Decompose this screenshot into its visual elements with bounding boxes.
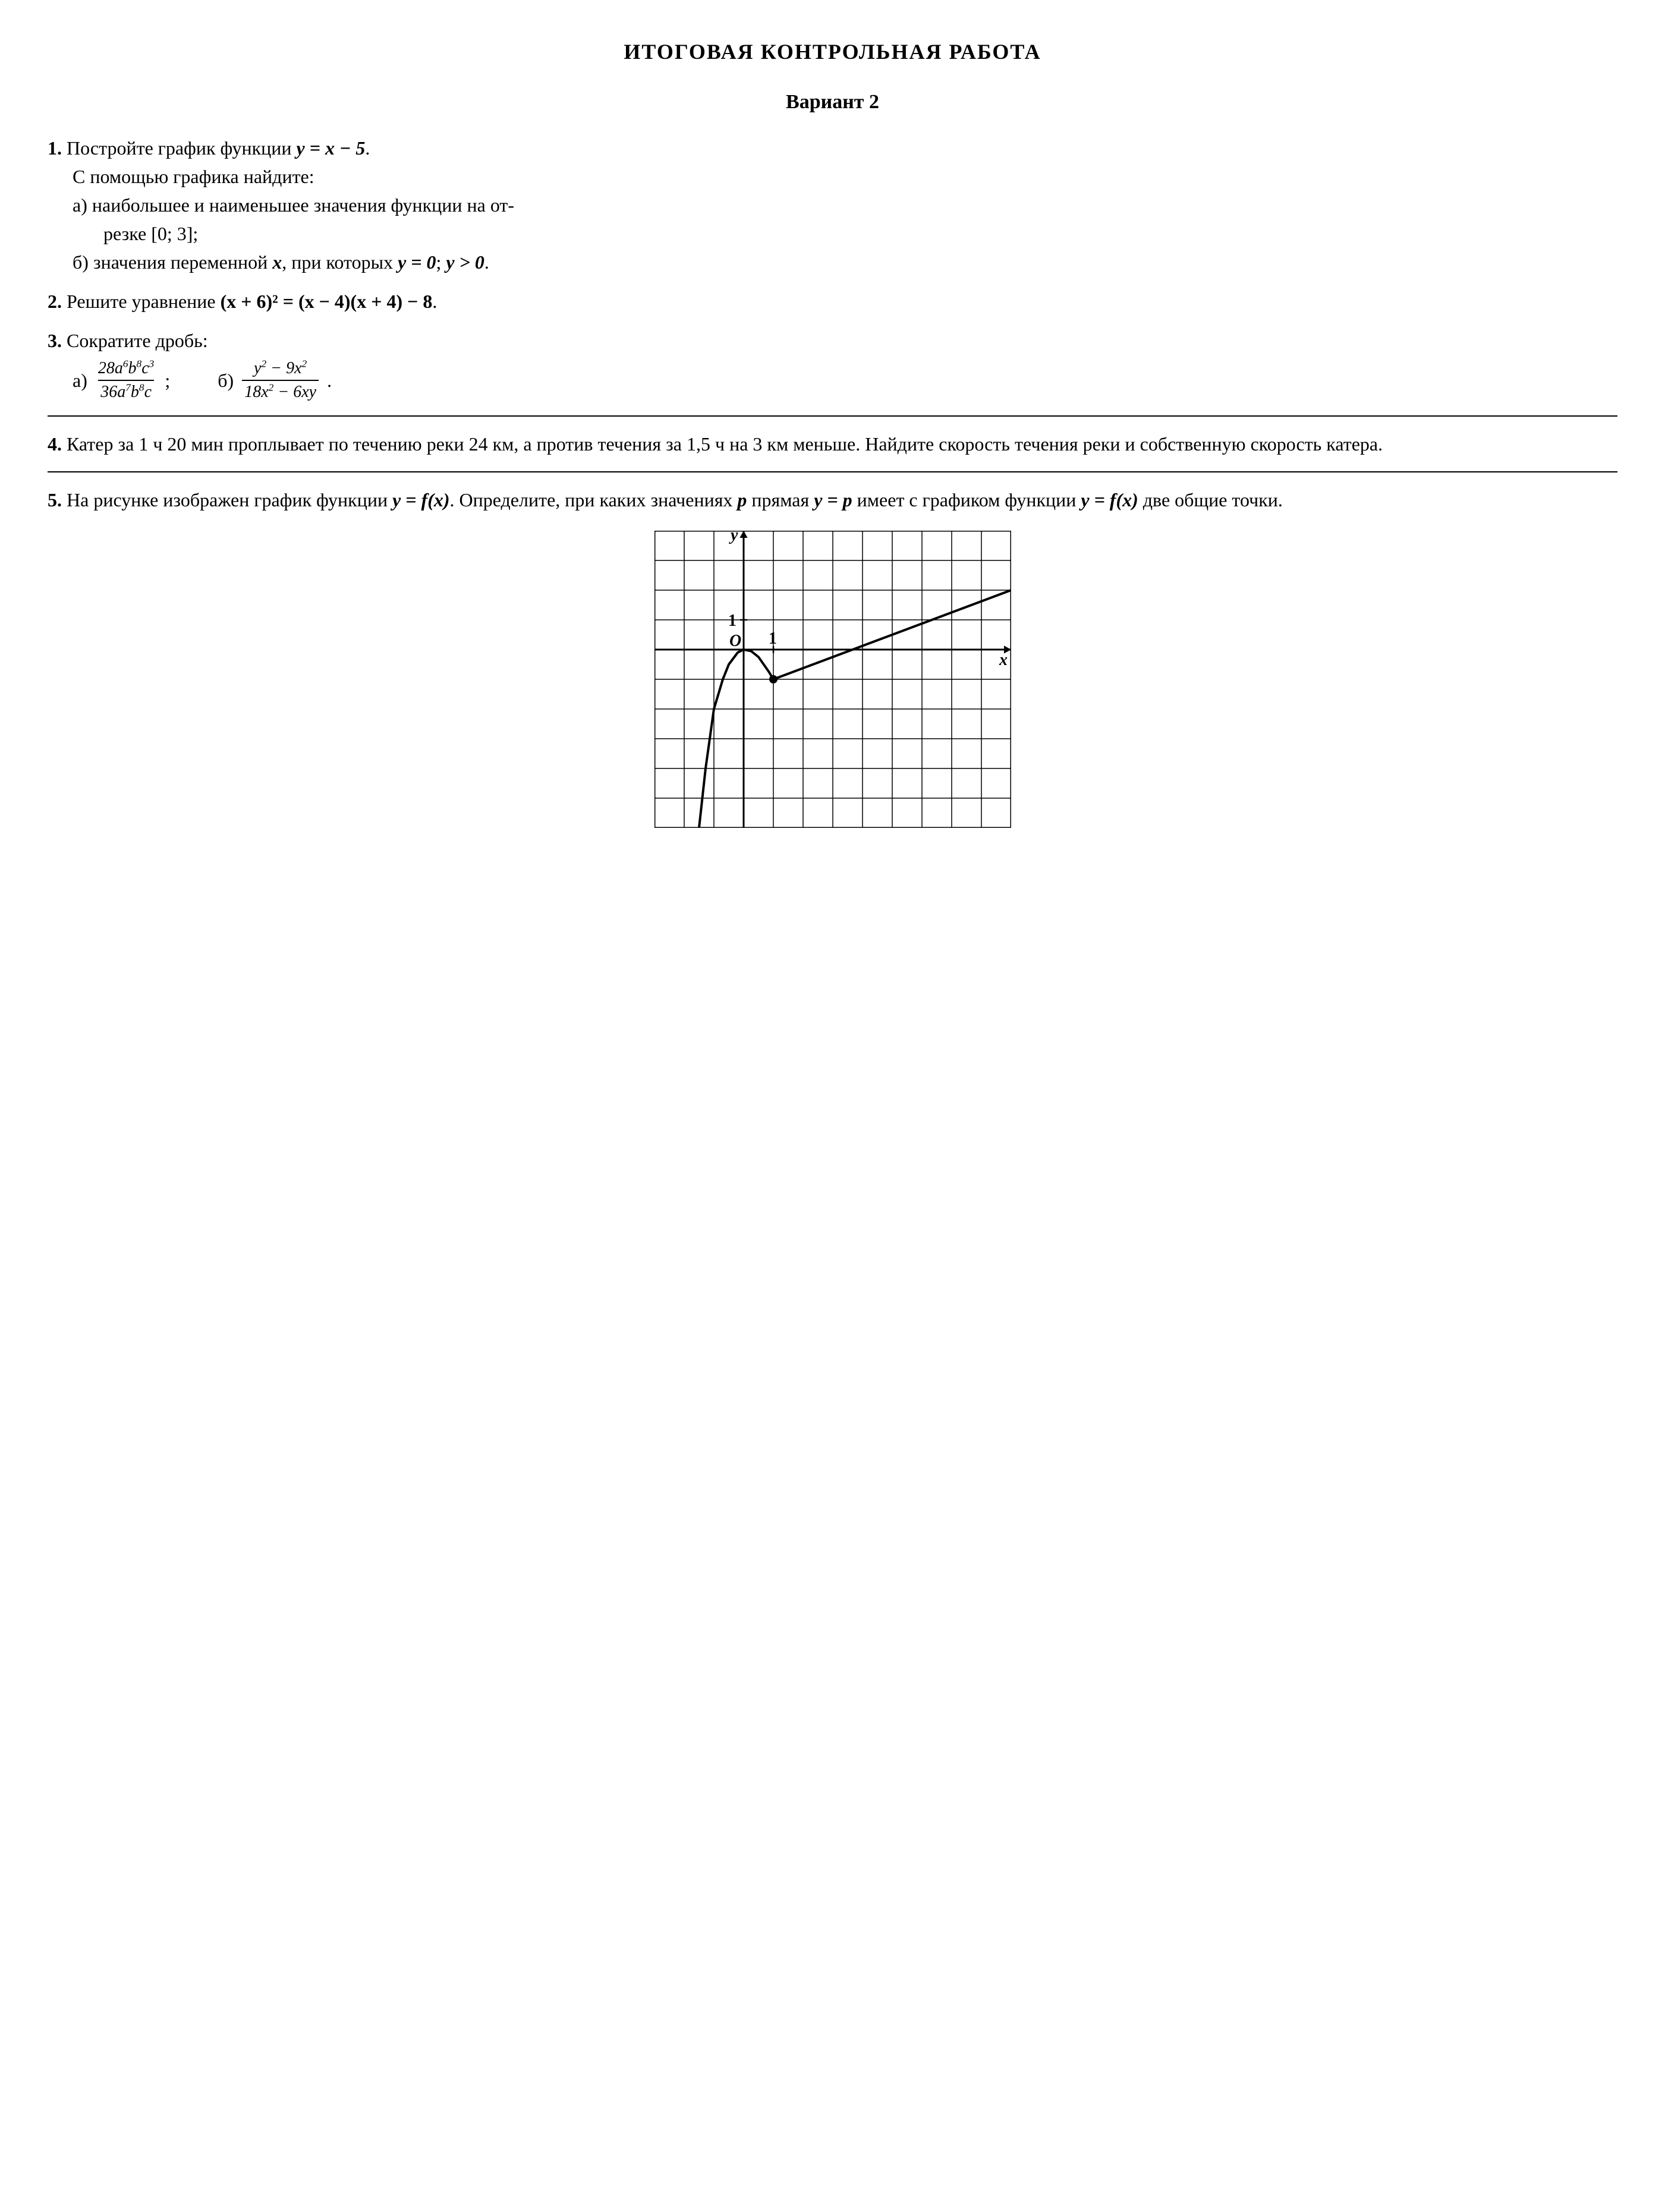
text: На рисунке изображен график функции (67, 489, 392, 511)
svg-text:1: 1 (769, 629, 777, 648)
text: прямая (747, 489, 814, 511)
text: . (432, 291, 437, 312)
subitem-a: а) наибольшее и наименьшее значения функ… (48, 191, 1617, 219)
problem-number: 1. (48, 137, 62, 159)
svg-text:1: 1 (728, 612, 736, 630)
label: а) (73, 194, 87, 216)
text: наибольшее и наименьшее значения функции… (92, 194, 514, 216)
denominator: 18x2 − 6xy (244, 383, 316, 401)
problem-number: 3. (48, 330, 62, 351)
text: резке [0; 3]; (48, 219, 1617, 248)
text: две общие точки. (1138, 489, 1283, 511)
text: , при которых (282, 251, 398, 273)
problem-number: 5. (48, 489, 62, 511)
text: Решите уравнение (67, 291, 221, 312)
text: . (484, 251, 489, 273)
fraction-a: а) 28a6b8c3 36a7b8c ; (73, 358, 170, 402)
variant-label: Вариант 2 (48, 87, 1617, 117)
text: имеет с графиком функции (852, 489, 1081, 511)
problem-1: 1. Постройте график функции y = x − 5. С… (48, 134, 1617, 276)
divider (48, 471, 1617, 472)
text: . Определите, при каких значениях (450, 489, 738, 511)
numerator: y2 − 9x2 (254, 359, 307, 377)
problem-2: 2. Решите уравнение (x + 6)² = (x − 4)(x… (48, 287, 1617, 316)
problem-number: 4. (48, 433, 62, 455)
numerator: 28a6b8c3 (98, 359, 155, 377)
label: б) (73, 251, 89, 273)
page-title: ИТОГОВАЯ КОНТРОЛЬНАЯ РАБОТА (48, 36, 1617, 68)
problem-number: 2. (48, 291, 62, 312)
problem-3: 3. Сократите дробь: а) 28a6b8c3 36a7b8c … (48, 326, 1617, 402)
divider (48, 415, 1617, 417)
equation: y > 0 (446, 251, 484, 273)
subitem-b: б) значения переменной x, при которых y … (48, 248, 1617, 276)
equation: y = 0 (398, 251, 436, 273)
problem-5: 5. На рисунке изображен график функции y… (48, 486, 1617, 514)
denominator: 36a7b8c (100, 383, 152, 401)
text: Катер за 1 ч 20 мин проплывает по течени… (67, 433, 1383, 455)
label: б) (218, 366, 234, 395)
text: . (327, 366, 332, 395)
text: Сократите дробь: (67, 330, 208, 351)
fraction-b: б) y2 − 9x2 18x2 − 6xy . (218, 358, 332, 402)
text: С помощью графика найдите: (48, 162, 1617, 191)
text: Постройте график функции (67, 137, 297, 159)
text: . (365, 137, 370, 159)
variable: x (272, 251, 282, 273)
text: значения переменной (93, 251, 272, 273)
problem-4: 4. Катер за 1 ч 20 мин проплывает по теч… (48, 430, 1617, 458)
text: ; (436, 251, 446, 273)
variable: p (737, 489, 747, 511)
equation: (x + 6)² = (x − 4)(x + 4) − 8 (221, 291, 433, 312)
label: а) (73, 366, 87, 395)
svg-text:x: x (999, 651, 1008, 669)
equation: y = p (814, 489, 852, 511)
equation: y = f(x) (392, 489, 449, 511)
svg-text:O: O (729, 632, 741, 650)
svg-text:y: y (729, 531, 738, 544)
function-graph: y x O 1 1 (654, 531, 1011, 828)
text: ; (165, 366, 170, 395)
equation: y = f(x) (1081, 489, 1138, 511)
equation: y = x − 5 (297, 137, 366, 159)
